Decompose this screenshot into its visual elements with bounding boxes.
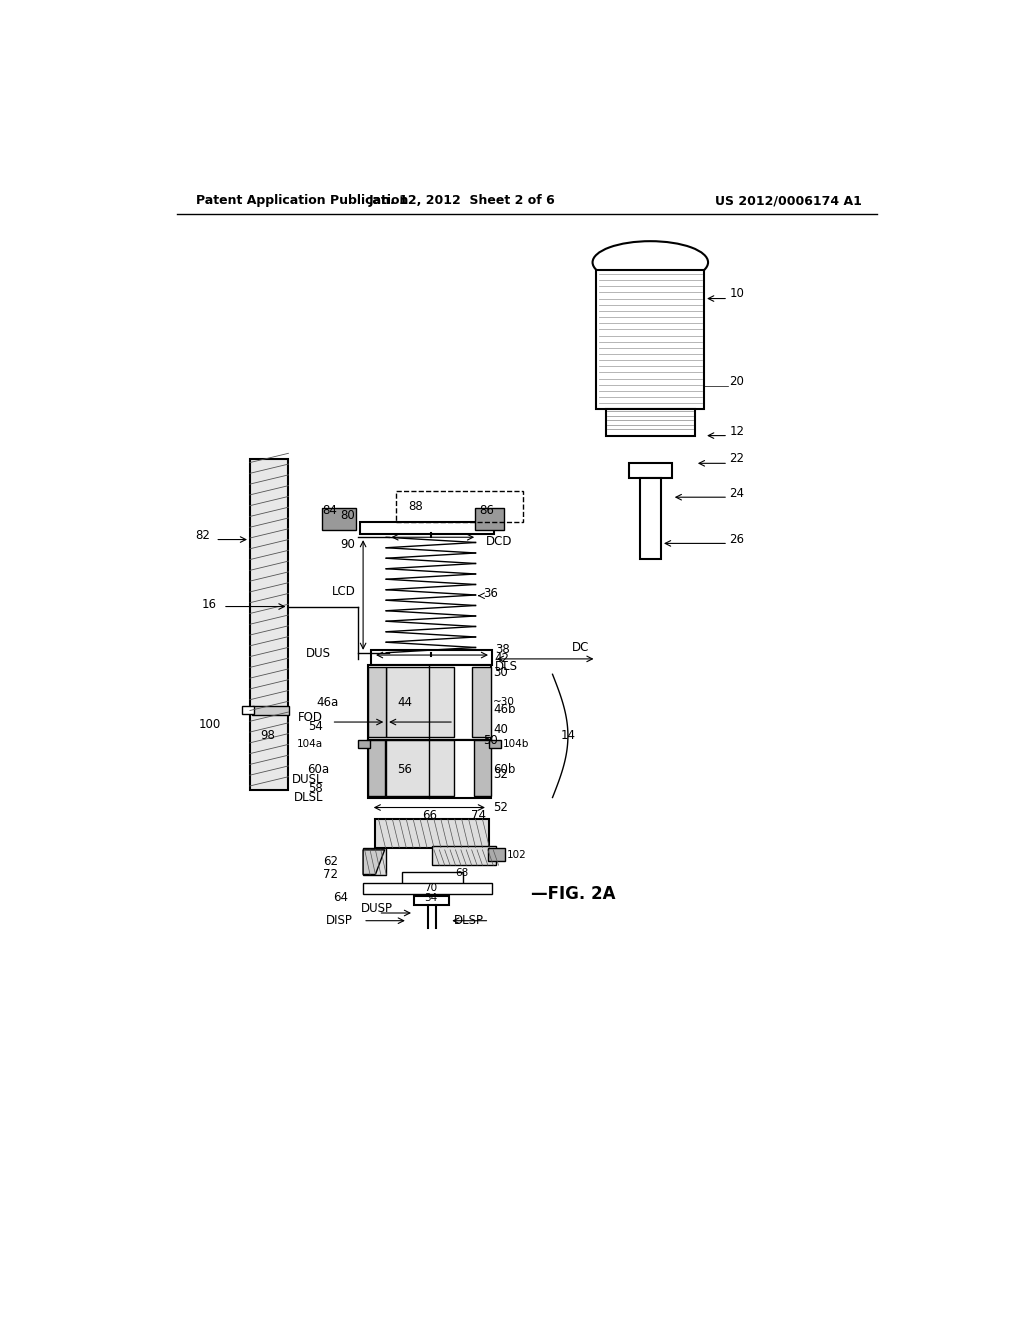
Text: —FIG. 2A: —FIG. 2A	[531, 884, 615, 903]
Bar	[487, 849, 505, 861]
Text: US 2012/0006174 A1: US 2012/0006174 A1	[715, 194, 862, 207]
Text: 68: 68	[455, 869, 468, 878]
Text: LCD: LCD	[333, 585, 356, 598]
Text: 46b: 46b	[494, 704, 516, 717]
Bar	[489, 739, 501, 748]
Bar	[250, 459, 289, 789]
Bar	[376, 818, 489, 847]
Bar	[386, 667, 454, 738]
Text: 38: 38	[495, 643, 510, 656]
Text: 30: 30	[494, 667, 508, 680]
Text: 36: 36	[483, 587, 498, 601]
Text: 104b: 104b	[503, 739, 529, 748]
Text: DLSL: DLSL	[294, 791, 323, 804]
Bar	[358, 739, 370, 748]
Text: 60a: 60a	[307, 763, 330, 776]
Text: 50: 50	[483, 734, 498, 747]
Bar	[474, 739, 490, 796]
Text: 20: 20	[730, 375, 744, 388]
Text: 52: 52	[494, 801, 508, 814]
Text: 70: 70	[424, 883, 437, 894]
Text: 54: 54	[308, 721, 323, 733]
Bar	[596, 271, 705, 409]
Bar	[396, 491, 523, 521]
Text: 84: 84	[322, 504, 337, 517]
Text: 98: 98	[260, 730, 275, 742]
Text: ~30: ~30	[494, 697, 515, 708]
Bar	[605, 409, 695, 436]
Text: 62: 62	[324, 855, 339, 869]
Text: 16: 16	[202, 598, 217, 611]
Text: 64: 64	[334, 891, 348, 904]
Bar	[475, 508, 504, 529]
Text: DUSP: DUSP	[361, 902, 393, 915]
Text: 102: 102	[507, 850, 526, 861]
Bar	[371, 649, 493, 665]
Text: DUS: DUS	[306, 647, 331, 660]
Bar	[368, 665, 490, 739]
Text: 26: 26	[730, 533, 744, 546]
Text: DC: DC	[572, 640, 590, 653]
Text: 42: 42	[495, 652, 510, 665]
Text: Patent Application Publication: Patent Application Publication	[196, 194, 409, 207]
Text: 32: 32	[494, 768, 508, 781]
Text: 66: 66	[422, 809, 437, 822]
Text: 10: 10	[730, 286, 744, 300]
Bar	[472, 667, 490, 738]
Bar	[368, 667, 386, 738]
Text: 14: 14	[560, 730, 575, 742]
Text: FOD: FOD	[298, 711, 323, 723]
Text: 24: 24	[730, 487, 744, 500]
Text: 80: 80	[341, 510, 355, 523]
Text: 44: 44	[397, 696, 413, 709]
Text: 82: 82	[195, 529, 210, 543]
Text: 34: 34	[424, 892, 437, 903]
Bar	[364, 883, 493, 894]
Text: 72: 72	[324, 869, 339, 880]
Bar	[386, 739, 454, 796]
Text: 86: 86	[479, 504, 495, 517]
Bar	[322, 508, 356, 529]
Bar	[364, 847, 386, 875]
Bar	[640, 478, 662, 558]
Bar	[368, 739, 385, 796]
Bar	[368, 739, 490, 797]
Ellipse shape	[593, 242, 708, 284]
Text: DLSP: DLSP	[454, 915, 484, 927]
Text: Jan. 12, 2012  Sheet 2 of 6: Jan. 12, 2012 Sheet 2 of 6	[369, 194, 555, 207]
Text: 58: 58	[308, 781, 323, 795]
Text: 88: 88	[409, 500, 423, 513]
Text: 46a: 46a	[316, 696, 339, 709]
Bar	[629, 462, 672, 478]
Bar	[252, 706, 289, 715]
Text: 12: 12	[730, 425, 744, 438]
Text: DISP: DISP	[326, 915, 352, 927]
Text: DLS: DLS	[495, 660, 518, 673]
Bar	[360, 521, 494, 535]
Bar	[401, 873, 463, 884]
Text: DCD: DCD	[486, 536, 513, 548]
Text: 90: 90	[341, 539, 355, 552]
Bar	[432, 846, 496, 866]
Bar	[243, 706, 254, 714]
Text: 104a: 104a	[297, 739, 323, 748]
Text: 60b: 60b	[494, 763, 516, 776]
Bar	[414, 896, 449, 906]
Text: 74: 74	[471, 809, 486, 822]
Text: 56: 56	[397, 763, 412, 776]
Text: 100: 100	[200, 718, 221, 731]
Text: 40: 40	[494, 723, 508, 737]
Text: DUSL: DUSL	[292, 772, 323, 785]
Text: 22: 22	[730, 453, 744, 465]
Polygon shape	[364, 850, 385, 875]
